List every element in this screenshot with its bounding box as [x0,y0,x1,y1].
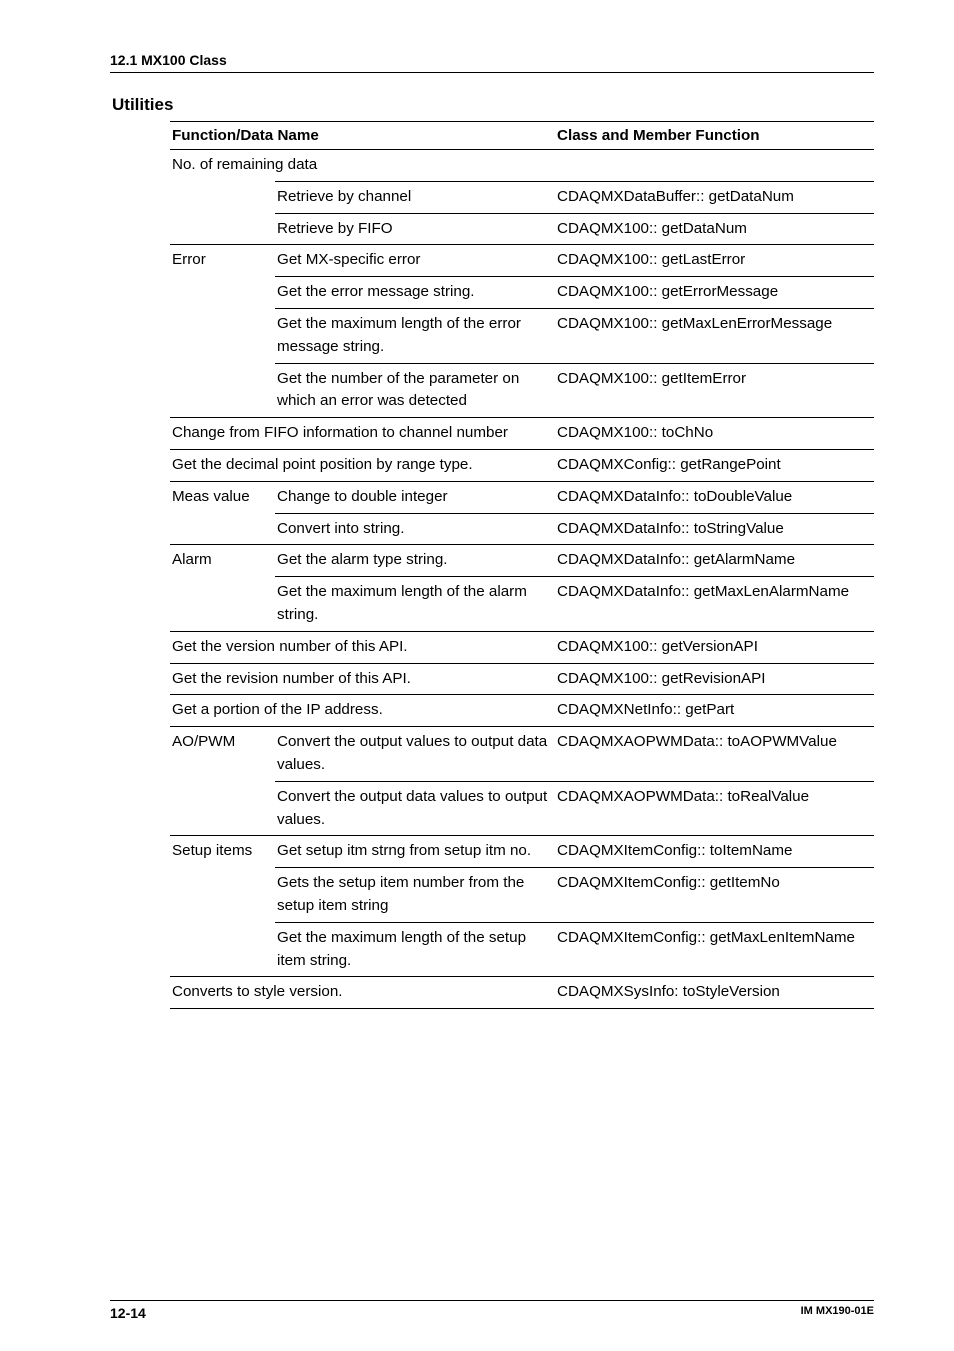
cell-description: Retrieve by FIFO [275,213,555,245]
cell-member: CDAQMXItemConfig:: getItemNo [555,868,874,923]
section-header: 12.1 MX100 Class [110,52,874,73]
cell-member: CDAQMXAOPWMData:: toAOPWMValue [555,727,874,782]
table-row: Get a portion of the IP address.CDAQMXNe… [170,695,874,727]
cell-category [170,277,275,309]
cell-category [170,363,275,418]
table-row: Get the maximum length of the setup item… [170,922,874,977]
table-container: Function/Data Name Class and Member Func… [170,121,874,1009]
table-row: Retrieve by FIFOCDAQMX100:: getDataNum [170,213,874,245]
cell-member: CDAQMX100:: getMaxLenErrorMessage [555,308,874,363]
table-row: Convert into string.CDAQMXDataInfo:: toS… [170,513,874,545]
cell-category: AO/PWM [170,727,275,782]
cell-member: CDAQMX100:: toChNo [555,418,874,450]
cell-description: Change to double integer [275,481,555,513]
cell-member: CDAQMXConfig:: getRangePoint [555,449,874,481]
table-row: Meas valueChange to double integerCDAQMX… [170,481,874,513]
cell-category: Setup items [170,836,275,868]
cell-member: CDAQMX100:: getVersionAPI [555,631,874,663]
page-number: 12-14 [110,1305,146,1321]
cell-member: CDAQMX100:: getRevisionAPI [555,663,874,695]
cell-category [170,781,275,836]
cell-category: Error [170,245,275,277]
subheading: Utilities [112,95,874,115]
cell-category [170,181,275,213]
table-row: Get the revision number of this API.CDAQ… [170,663,874,695]
cell-description: Get the number of the parameter on which… [275,363,555,418]
cell-description: Get MX-specific error [275,245,555,277]
cell-description: Convert the output values to output data… [275,727,555,782]
col-header-function: Function/Data Name [170,122,555,150]
cell-category: Alarm [170,545,275,577]
cell-function: Get the version number of this API. [170,631,555,663]
cell-function: Get a portion of the IP address. [170,695,555,727]
table-row: Change from FIFO information to channel … [170,418,874,450]
cell-member: CDAQMXNetInfo:: getPart [555,695,874,727]
table-row: ErrorGet MX-specific errorCDAQMX100:: ge… [170,245,874,277]
cell-category [170,577,275,632]
cell-function: No. of remaining data [170,150,555,182]
cell-description: Convert into string. [275,513,555,545]
table-row: AlarmGet the alarm type string.CDAQMXDat… [170,545,874,577]
cell-function: Change from FIFO information to channel … [170,418,555,450]
cell-member: CDAQMX100:: getErrorMessage [555,277,874,309]
table-row: Get the maximum length of the alarm stri… [170,577,874,632]
cell-category: Meas value [170,481,275,513]
cell-function: Converts to style version. [170,977,555,1009]
table-row: Get the number of the parameter on which… [170,363,874,418]
cell-member: CDAQMXAOPWMData:: toRealValue [555,781,874,836]
table-row: Setup itemsGet setup itm strng from setu… [170,836,874,868]
table-row: AO/PWMConvert the output values to outpu… [170,727,874,782]
cell-member: CDAQMXDataInfo:: getAlarmName [555,545,874,577]
cell-member: CDAQMXDataBuffer:: getDataNum [555,181,874,213]
cell-category [170,513,275,545]
cell-member [555,150,874,182]
table-row: Get the version number of this API.CDAQM… [170,631,874,663]
cell-category [170,308,275,363]
cell-member: CDAQMX100:: getDataNum [555,213,874,245]
table-row: Get the error message string.CDAQMX100::… [170,277,874,309]
cell-member: CDAQMXDataInfo:: toStringValue [555,513,874,545]
cell-description: Get the maximum length of the setup item… [275,922,555,977]
cell-member: CDAQMXDataInfo:: getMaxLenAlarmName [555,577,874,632]
cell-description: Get setup itm strng from setup itm no. [275,836,555,868]
cell-description: Get the error message string. [275,277,555,309]
page-footer: 12-14 IM MX190-01E [110,1300,874,1321]
cell-description: Convert the output data values to output… [275,781,555,836]
cell-description: Get the alarm type string. [275,545,555,577]
cell-description: Get the maximum length of the alarm stri… [275,577,555,632]
cell-function: Get the decimal point position by range … [170,449,555,481]
cell-member: CDAQMX100:: getItemError [555,363,874,418]
cell-category [170,213,275,245]
doc-id: IM MX190-01E [801,1305,874,1317]
table-row: Convert the output data values to output… [170,781,874,836]
col-header-class: Class and Member Function [555,122,874,150]
table-row: Gets the setup item number from the setu… [170,868,874,923]
cell-category [170,922,275,977]
table-row: Get the maximum length of the error mess… [170,308,874,363]
utilities-table: Function/Data Name Class and Member Func… [170,121,874,1009]
cell-description: Gets the setup item number from the setu… [275,868,555,923]
table-row: Get the decimal point position by range … [170,449,874,481]
cell-function: Get the revision number of this API. [170,663,555,695]
table-row: No. of remaining data [170,150,874,182]
cell-description: Retrieve by channel [275,181,555,213]
cell-member: CDAQMX100:: getLastError [555,245,874,277]
cell-member: CDAQMXItemConfig:: toItemName [555,836,874,868]
cell-category [170,868,275,923]
cell-member: CDAQMXDataInfo:: toDoubleValue [555,481,874,513]
table-row: Retrieve by channelCDAQMXDataBuffer:: ge… [170,181,874,213]
cell-description: Get the maximum length of the error mess… [275,308,555,363]
cell-member: CDAQMXItemConfig:: getMaxLenItemName [555,922,874,977]
table-row: Converts to style version.CDAQMXSysInfo:… [170,977,874,1009]
cell-member: CDAQMXSysInfo: toStyleVersion [555,977,874,1009]
